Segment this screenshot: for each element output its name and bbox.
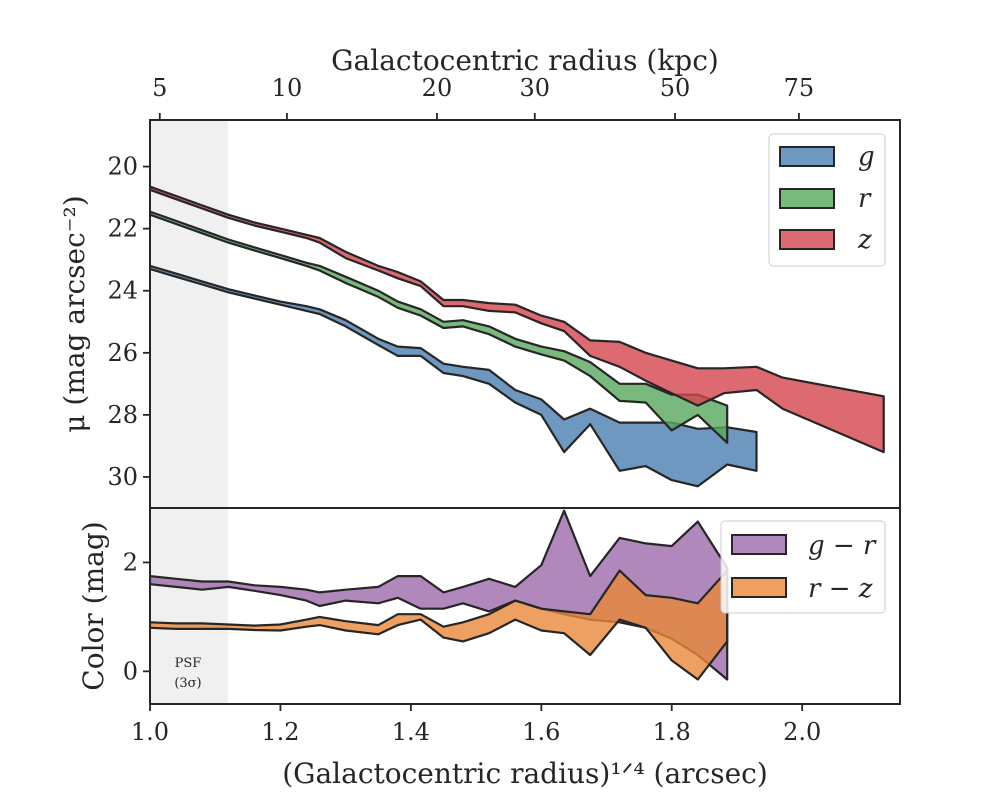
x-tick-label: 1.6 (522, 718, 560, 746)
y-tick-label-top: 22 (107, 215, 138, 243)
top-axis-tick-label: 75 (784, 74, 815, 102)
x-tick-label: 1.0 (131, 718, 169, 746)
x-tick-label: 1.4 (392, 718, 430, 746)
x-tick-label: 1.8 (653, 718, 691, 746)
top-axis-tick-label: 20 (422, 74, 453, 102)
y-tick-label-bottom: 2 (123, 548, 138, 576)
bottom-panel-frame (149, 507, 901, 705)
y-tick-label-top: 30 (107, 463, 138, 491)
legend-top: g r z (768, 133, 886, 267)
psf-region-top (150, 120, 228, 508)
band-g (150, 264, 758, 488)
band-z (150, 185, 885, 454)
band-r (150, 210, 729, 444)
legend-swatch-g (779, 146, 835, 167)
y-axis-title-top: μ (mag arcsec⁻²) (58, 195, 91, 432)
legend-label-r: r (858, 184, 872, 214)
y-tick-label-bottom: 0 (123, 657, 138, 685)
top-axis-tick-label: 10 (272, 74, 303, 102)
psf-label: PSF (175, 656, 202, 671)
top-axis-tick-label: 5 (152, 74, 167, 102)
legend-swatch-g-r (731, 534, 787, 555)
psf-sigma-label: (3σ) (174, 676, 201, 691)
legend-label-g: g (858, 142, 875, 172)
top-axis-tick-label: 50 (660, 74, 691, 102)
legend-swatch-r-z (731, 577, 787, 598)
legend-swatch-z (779, 229, 835, 250)
y-tick-label-top: 24 (107, 277, 138, 305)
psf-region-bottom (150, 508, 228, 704)
x-tick-label: 2.0 (783, 718, 821, 746)
y-axis-title-bottom: Color (mag) (77, 521, 110, 690)
legend-label-r-z: r − z (808, 574, 873, 604)
legend-swatch-r (779, 188, 835, 209)
legend-label-z: z (857, 225, 872, 255)
y-tick-label-top: 26 (107, 339, 138, 367)
legend-label-g-r: g − r (808, 531, 877, 561)
y-tick-label-top: 28 (107, 401, 138, 429)
legend-bottom: g − r r − z (720, 520, 886, 614)
band-r-z (150, 569, 729, 681)
axes-ticks: 20 22 24 26 28 30 5 10 20 30 50 75 0 2 1.0 1.2 1.4 1.6 1.8… (107, 74, 821, 746)
x-tick-label: 1.2 (261, 718, 299, 746)
color-areas (150, 509, 729, 681)
x-axis-title: (Galactocentric radius)¹ᐟ⁴ (arcsec) (282, 757, 768, 790)
surface-brightness-areas (150, 185, 885, 488)
top-axis-tick-label: 30 (520, 74, 551, 102)
band-g-r (150, 509, 729, 681)
top-axis-title: Galactocentric radius (kpc) (331, 44, 719, 77)
y-tick-label-top: 20 (107, 153, 138, 181)
